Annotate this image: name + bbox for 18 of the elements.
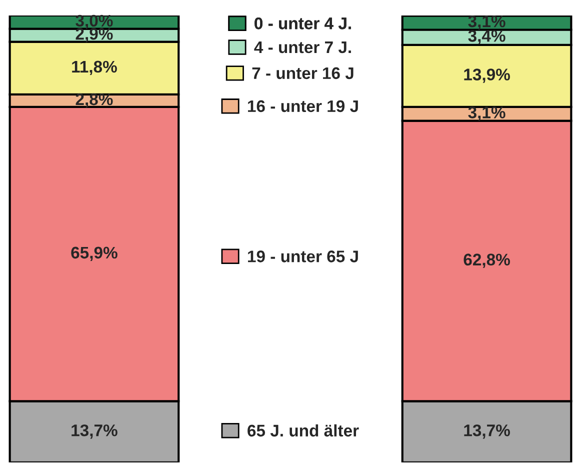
data-label: 3,0%: [76, 14, 113, 30]
data-label: 11,8%: [72, 60, 117, 76]
legend-label: 0 - unter 4 J.: [254, 17, 351, 30]
legend-label: 16 - unter 19 J: [248, 100, 358, 112]
data-label: 2,8%: [76, 93, 113, 108]
legend-label: 65 J. und älter: [248, 424, 359, 437]
legend-label: 4 - unter 7 J.: [254, 42, 351, 54]
data-label: 13,7%: [72, 424, 118, 439]
data-label: 3,4%: [468, 30, 506, 44]
data-label: 62,8%: [464, 254, 510, 268]
data-label: 65,9%: [71, 246, 118, 261]
legend-label: 19 - unter 65 J: [248, 250, 358, 262]
data-label: 13,7%: [464, 424, 510, 439]
legend-label: 7 - unter 16 J: [252, 67, 354, 80]
data-label: 13,9%: [464, 68, 510, 83]
data-label: 3,1%: [468, 15, 506, 30]
data-label: 3,1%: [468, 106, 506, 121]
data-label: 2,9%: [76, 28, 113, 42]
